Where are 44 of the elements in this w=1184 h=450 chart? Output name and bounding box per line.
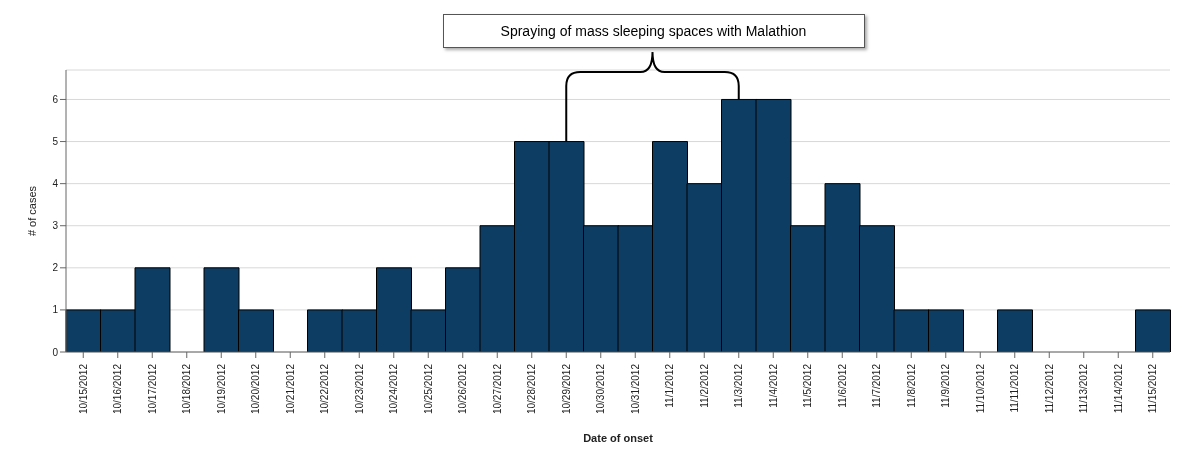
y-tick-label: 4 — [52, 178, 59, 190]
x-tick-label: 10/21/2012 — [284, 363, 296, 415]
x-tick-label: 11/9/2012 — [940, 363, 952, 408]
bar — [997, 309, 1033, 352]
y-tick-label: 0 — [52, 346, 59, 358]
y-axis-title: # of cases — [25, 185, 38, 237]
x-tick-label: 10/20/2012 — [250, 363, 262, 415]
x-tick-label: 10/15/2012 — [77, 363, 89, 415]
x-tick-label: 11/10/2012 — [974, 363, 986, 414]
x-tick-label: 11/15/2012 — [1147, 363, 1159, 414]
x-tick-label: 10/16/2012 — [112, 363, 124, 415]
x-tick-label: 11/4/2012 — [767, 363, 779, 408]
x-tick-label: 10/26/2012 — [457, 363, 469, 415]
x-tick-label: 11/7/2012 — [871, 363, 883, 408]
x-tick-label: 11/12/2012 — [1043, 363, 1055, 414]
y-tick-label: 1 — [52, 304, 59, 316]
x-tick-label: 11/8/2012 — [905, 363, 917, 408]
y-tick-label: 5 — [52, 136, 59, 148]
x-tick-label: 10/17/2012 — [146, 363, 158, 415]
x-tick-label: 11/2/2012 — [698, 363, 710, 408]
y-tick-label: 3 — [52, 220, 59, 232]
x-tick-label: 10/31/2012 — [629, 363, 641, 415]
x-tick-label: 10/29/2012 — [560, 363, 572, 415]
x-tick-label: 10/23/2012 — [353, 363, 365, 415]
text: Spraying of mass sleeping spaces with Malathion — [442, 14, 865, 48]
x-tick-label: 10/22/2012 — [319, 363, 331, 415]
y-tick-label: 2 — [52, 262, 59, 274]
bar — [1135, 309, 1171, 352]
x-tick-label: 10/25/2012 — [422, 363, 434, 415]
x-tick-label: 11/5/2012 — [802, 363, 814, 408]
x-tick-label: 11/1/2012 — [664, 363, 676, 408]
x-tick-label: 11/6/2012 — [836, 363, 848, 408]
x-tick-label: 10/28/2012 — [526, 363, 538, 415]
x-tick-label: 11/14/2012 — [1112, 363, 1124, 414]
x-tick-label: 10/19/2012 — [215, 363, 227, 415]
x-tick-label: 10/27/2012 — [491, 363, 503, 415]
x-tick-label: 11/13/2012 — [1078, 363, 1090, 414]
x-tick-label: 10/30/2012 — [595, 363, 607, 415]
y-tick-label: 6 — [52, 94, 59, 106]
x-tick-label: 11/11/2012 — [1009, 363, 1021, 413]
x-axis-title: Date of onset — [583, 432, 654, 444]
x-tick-label: 10/18/2012 — [181, 363, 193, 415]
x-tick-label: 11/3/2012 — [733, 363, 745, 408]
x-tick-label: 10/24/2012 — [388, 363, 400, 415]
